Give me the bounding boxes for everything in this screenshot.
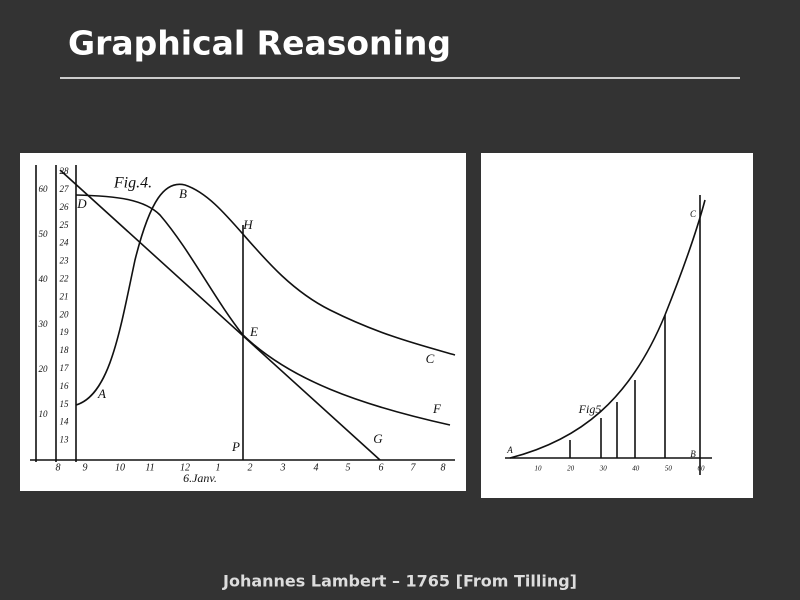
scale-label: 50 <box>39 229 49 239</box>
scale-label: 50 <box>665 465 673 473</box>
scale-label: 10 <box>115 462 125 473</box>
point-label: C <box>690 209 697 219</box>
credit: Johannes Lambert – 1765 [From Tilling] <box>222 572 577 591</box>
slide-title: Graphical Reasoning <box>68 24 451 63</box>
scale-label: 18 <box>60 345 70 355</box>
curve-abc <box>75 183 456 406</box>
point-label: P <box>231 439 240 454</box>
scale-label: 30 <box>38 319 49 329</box>
scale-label: 25 <box>60 220 70 230</box>
scale-label: 4 <box>314 462 319 473</box>
scale-label: 23 <box>60 256 70 266</box>
scale-label: 60 <box>698 465 706 473</box>
scale-label: 19 <box>60 327 70 337</box>
scale-label: 13 <box>60 435 70 445</box>
scale-label: 22 <box>60 273 70 283</box>
scale-label: 9 <box>83 462 88 473</box>
scale-label: 20 <box>567 465 575 473</box>
scale-label: 8 <box>56 462 61 473</box>
scale-label: 16 <box>60 381 70 391</box>
curve-ac <box>509 199 706 459</box>
scale-label: 12 <box>180 462 190 473</box>
scale-label: 10 <box>535 465 543 473</box>
scale-label: 26 <box>60 202 70 212</box>
scale-label: 60 <box>39 184 49 194</box>
scale-label: 8 <box>441 462 446 473</box>
scale-label: 5 <box>346 462 351 473</box>
scale-label: 17 <box>60 363 70 373</box>
point-label: G <box>373 431 383 446</box>
scale-label: 15 <box>60 399 70 409</box>
figure-caption: Fig5 <box>578 402 602 416</box>
point-label: F <box>432 401 442 416</box>
point-label: H <box>242 217 253 232</box>
scale-label: 40 <box>632 465 640 473</box>
figure-left: Fig.4.6.Janv.ABCDEFGHP605040302010282726… <box>20 153 466 491</box>
scale-label: 24 <box>60 238 70 248</box>
scale-label: 11 <box>145 462 154 473</box>
figure-caption: Fig.4. <box>113 175 152 192</box>
point-label: A <box>97 386 106 401</box>
line-g <box>59 169 381 461</box>
scale-label: 10 <box>39 409 49 419</box>
scale-label: 1 <box>216 462 221 473</box>
scale-label: 6 <box>379 462 384 473</box>
curve-def <box>75 194 451 426</box>
date-label: 6.Janv. <box>183 471 217 485</box>
scale-label: 20 <box>60 309 70 319</box>
point-label: D <box>76 196 87 211</box>
scale-label: 14 <box>60 417 70 427</box>
scale-label: 27 <box>60 184 70 194</box>
scale-label: 7 <box>411 462 417 473</box>
scale-label: 2 <box>248 462 253 473</box>
scale-label: 40 <box>39 274 49 284</box>
scale-label: 20 <box>39 364 49 374</box>
point-label: B <box>179 186 187 201</box>
scale-label: 28 <box>60 166 70 176</box>
point-label: E <box>249 324 258 339</box>
point-label: B <box>690 449 696 459</box>
point-label: C <box>426 351 435 366</box>
scale-label: 30 <box>599 465 608 473</box>
figure-right: Fig5 A B C 10 20 30 40 50 60 <box>481 153 753 498</box>
point-label: A <box>506 445 513 455</box>
scale-label: 21 <box>60 291 69 301</box>
scale-label: 3 <box>280 462 286 473</box>
